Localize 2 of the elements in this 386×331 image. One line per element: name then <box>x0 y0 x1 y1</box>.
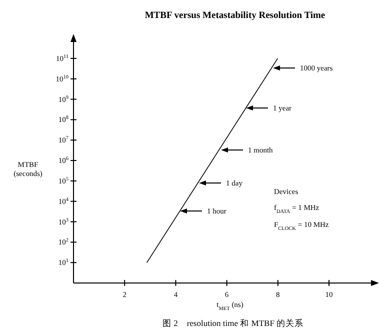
caption: 图 2 resolution time 和 MTBF 的关系 <box>162 318 304 328</box>
chart-title: MTBF versus Metastability Resolution Time <box>144 11 326 21</box>
